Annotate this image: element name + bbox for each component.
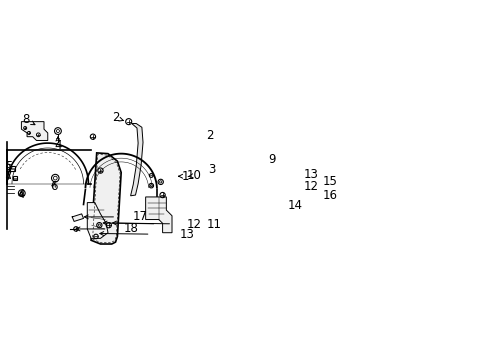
Text: 8: 8 [22,113,30,126]
Text: 18: 18 [123,222,139,235]
Polygon shape [145,197,172,233]
Text: 4: 4 [54,139,61,152]
Text: 16: 16 [322,189,337,202]
Polygon shape [130,123,142,196]
Polygon shape [21,122,48,140]
Text: 9: 9 [267,153,275,166]
Polygon shape [91,153,121,244]
Text: 2: 2 [112,111,119,124]
Text: 11: 11 [206,218,222,231]
Text: 2: 2 [205,129,213,142]
Text: 7: 7 [5,171,13,184]
Text: 12: 12 [187,218,202,231]
Polygon shape [72,214,83,221]
Text: 4: 4 [18,188,25,201]
Text: 17: 17 [132,210,147,224]
Bar [13,176,18,180]
Text: 1: 1 [181,170,188,183]
Text: 13: 13 [303,168,318,181]
Bar [10,166,15,171]
Text: 6: 6 [50,180,57,193]
Polygon shape [87,203,108,238]
Text: 14: 14 [287,199,302,212]
Text: 13: 13 [179,228,194,241]
Text: 3: 3 [207,163,215,176]
Text: 5: 5 [5,160,13,173]
Text: 10: 10 [187,169,202,182]
Text: 15: 15 [322,175,337,188]
Text: 12: 12 [303,180,318,193]
